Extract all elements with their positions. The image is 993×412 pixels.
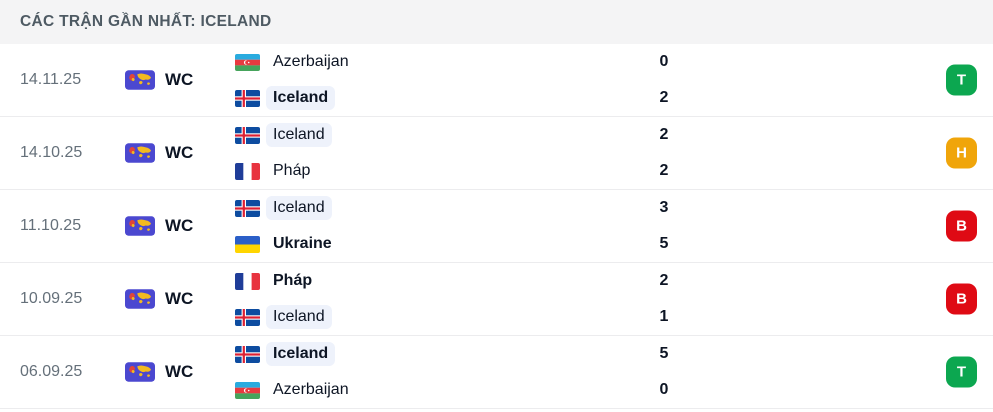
world-cup-icon <box>125 70 155 90</box>
france-flag-icon <box>235 162 260 180</box>
team-score: 5 <box>659 235 669 252</box>
team-name: Azerbaijan <box>273 381 349 398</box>
competition-label: WC <box>165 143 194 162</box>
team-score: 2 <box>659 162 669 179</box>
team-score: 2 <box>659 126 669 143</box>
world-cup-icon <box>125 143 155 163</box>
result-badge: T <box>946 64 977 96</box>
iceland-flag-icon <box>235 126 260 144</box>
match-date: 14.10.25 <box>20 144 83 161</box>
team-row-away: Iceland 2 <box>235 85 993 111</box>
iceland-flag-icon <box>235 199 260 217</box>
match-date: 14.11.25 <box>20 71 82 88</box>
team-name: Iceland <box>266 342 336 366</box>
team-row-away: Iceland 1 <box>235 304 993 330</box>
competition: WC <box>125 143 235 163</box>
match-row[interactable]: 11.10.25 WC Iceland 3 Ukraine 5 B <box>0 190 993 263</box>
world-cup-icon <box>125 216 155 236</box>
team-score: 3 <box>659 199 669 216</box>
teams-column: Iceland 3 Ukraine 5 <box>235 195 993 257</box>
match-date: 11.10.25 <box>20 217 82 234</box>
match-row[interactable]: 14.11.25 WC Azerbaijan 0 Iceland 2 T <box>0 44 993 117</box>
team-score: 1 <box>659 308 669 325</box>
azerbaijan-flag-icon <box>235 53 260 71</box>
iceland-flag-icon <box>235 345 260 363</box>
teams-column: Iceland 5 Azerbaijan 0 <box>235 341 993 403</box>
team-name: Iceland <box>266 196 332 220</box>
iceland-flag-icon <box>235 89 260 107</box>
team-row-home: Iceland 3 <box>235 195 993 221</box>
result-badge: T <box>946 356 977 388</box>
ukraine-flag-icon <box>235 235 260 253</box>
match-row[interactable]: 06.09.25 WC Iceland 5 Azerbaijan 0 T <box>0 336 993 409</box>
azerbaijan-flag-icon <box>235 381 260 399</box>
team-name: Iceland <box>266 86 336 110</box>
teams-column: Azerbaijan 0 Iceland 2 <box>235 49 993 111</box>
world-cup-icon <box>125 362 155 382</box>
team-score: 0 <box>659 53 669 70</box>
team-score: 0 <box>659 381 669 398</box>
team-row-home: Iceland 5 <box>235 341 993 367</box>
team-row-away: Azerbaijan 0 <box>235 377 993 403</box>
card-header: CÁC TRẬN GẦN NHẤT: ICELAND <box>0 0 993 44</box>
result-badge: B <box>946 283 977 315</box>
match-date: 10.09.25 <box>20 290 83 307</box>
team-score: 5 <box>659 345 669 362</box>
team-score: 2 <box>659 272 669 289</box>
section-title: CÁC TRẬN GẦN NHẤT: ICELAND <box>20 13 272 30</box>
team-name: Azerbaijan <box>273 53 349 70</box>
team-name: Pháp <box>273 272 313 289</box>
iceland-flag-icon <box>235 308 260 326</box>
team-name: Iceland <box>266 305 332 329</box>
team-score: 2 <box>659 89 669 106</box>
competition-label: WC <box>165 216 194 235</box>
team-row-home: Pháp 2 <box>235 268 993 294</box>
team-row-away: Ukraine 5 <box>235 231 993 257</box>
france-flag-icon <box>235 272 260 290</box>
result-badge: H <box>946 137 977 169</box>
competition-label: WC <box>165 70 194 89</box>
competition-label: WC <box>165 362 194 381</box>
matches-list: 14.11.25 WC Azerbaijan 0 Iceland 2 T 14.… <box>0 44 993 409</box>
teams-column: Iceland 2 Pháp 2 <box>235 122 993 184</box>
team-name: Pháp <box>273 162 311 179</box>
team-row-home: Azerbaijan 0 <box>235 49 993 75</box>
result-badge: B <box>946 210 977 242</box>
match-row[interactable]: 14.10.25 WC Iceland 2 Pháp 2 H <box>0 117 993 190</box>
match-date: 06.09.25 <box>20 363 83 380</box>
team-name: Iceland <box>266 123 332 147</box>
competition: WC <box>125 289 235 309</box>
match-row[interactable]: 10.09.25 WC Pháp 2 Iceland 1 B <box>0 263 993 336</box>
competition-label: WC <box>165 289 194 308</box>
competition: WC <box>125 362 235 382</box>
competition: WC <box>125 216 235 236</box>
team-row-away: Pháp 2 <box>235 158 993 184</box>
team-name: Ukraine <box>273 235 332 252</box>
world-cup-icon <box>125 289 155 309</box>
teams-column: Pháp 2 Iceland 1 <box>235 268 993 330</box>
team-row-home: Iceland 2 <box>235 122 993 148</box>
competition: WC <box>125 70 235 90</box>
